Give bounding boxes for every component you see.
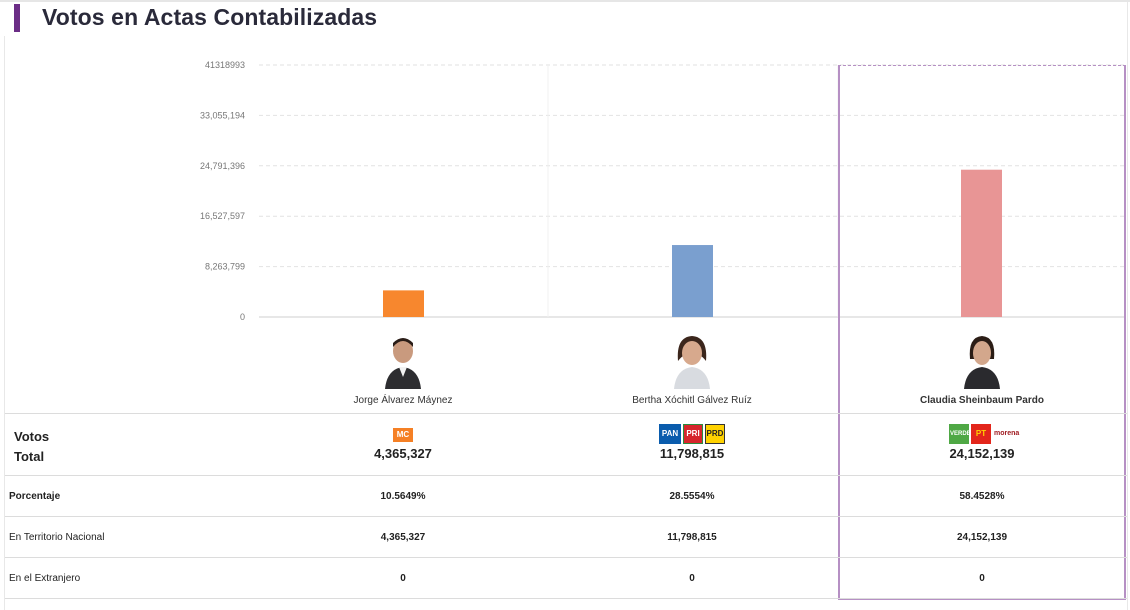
party-logo-prd: PRD <box>705 424 725 444</box>
party-logos-2: PAN PRI PRD <box>548 423 836 445</box>
y-tick-label: 16,527,597 <box>200 211 245 221</box>
extranjero-label: En el Extranjero <box>9 573 81 584</box>
votos-total-label: Votos Total <box>14 427 49 467</box>
porcentaje-2: 28.5554% <box>669 491 715 502</box>
votos-total-row <box>5 413 1127 475</box>
bar-3[interactable] <box>961 169 1002 317</box>
party-logo-verde: VERDE <box>949 424 971 444</box>
title-accent-bar <box>14 4 20 32</box>
candidate-header-1[interactable]: Jorge Álvarez Máynez <box>259 325 547 406</box>
votos-label: Votos <box>14 429 50 444</box>
candidate-name: Bertha Xóchitl Gálvez Ruíz <box>632 395 752 406</box>
total-votes-1: 4,365,327 <box>374 446 432 461</box>
party-logo-pri: PRI <box>683 424 703 444</box>
party-logo-morena: morena <box>993 424 1019 444</box>
total-votes-3: 24,152,139 <box>949 446 1015 461</box>
candidate-header-2[interactable]: Bertha Xóchitl Gálvez Ruíz <box>548 325 836 406</box>
left-border <box>4 36 5 610</box>
candidate-photo-2 <box>670 331 714 389</box>
extranjero-row <box>5 557 1127 599</box>
party-logos-3: VERDE PT morena <box>838 423 1126 445</box>
candidate-name: Jorge Álvarez Máynez <box>353 395 453 406</box>
candidate-header-3[interactable]: Claudia Sheinbaum Pardo <box>838 325 1126 406</box>
total-label: Total <box>14 449 45 464</box>
porcentaje-1: 10.5649% <box>380 491 426 502</box>
porcentaje-3: 58.4528% <box>959 491 1005 502</box>
nacional-3: 24,152,139 <box>956 532 1008 543</box>
nacional-row <box>5 516 1127 557</box>
party-logos-1: MC <box>259 424 547 446</box>
extranjero-2: 0 <box>689 573 695 584</box>
candidate-photo-1 <box>381 331 425 389</box>
selected-candidate-highlight <box>838 65 1126 600</box>
candidate-photo-3 <box>960 331 1004 389</box>
porcentaje-label: Porcentaje <box>9 491 61 502</box>
y-tick-label: 24,791,396 <box>200 161 245 171</box>
y-tick-label: 0 <box>240 312 245 322</box>
nacional-2: 11,798,815 <box>667 532 717 543</box>
party-logo-pan: PAN <box>659 424 681 444</box>
party-logo-pt: PT <box>971 424 991 444</box>
y-tick-label: 33,055,194 <box>200 110 245 120</box>
y-tick-label: 41318993 <box>205 60 245 70</box>
nacional-label: En Territorio Nacional <box>9 532 105 543</box>
right-border <box>1127 2 1128 610</box>
extranjero-3: 0 <box>979 573 985 584</box>
bar-2[interactable] <box>672 245 713 317</box>
extranjero-1: 0 <box>400 573 406 584</box>
y-tick-label: 8,263,799 <box>205 262 245 272</box>
nacional-1: 4,365,327 <box>380 532 426 543</box>
top-border <box>0 0 1130 2</box>
party-logo-mc: MC <box>393 428 413 442</box>
page-title: Votos en Actas Contabilizadas <box>42 4 378 30</box>
bar-1[interactable] <box>383 290 424 317</box>
candidate-name: Claudia Sheinbaum Pardo <box>920 395 1044 406</box>
porcentaje-row <box>5 475 1127 516</box>
total-votes-2: 11,798,815 <box>659 446 725 461</box>
